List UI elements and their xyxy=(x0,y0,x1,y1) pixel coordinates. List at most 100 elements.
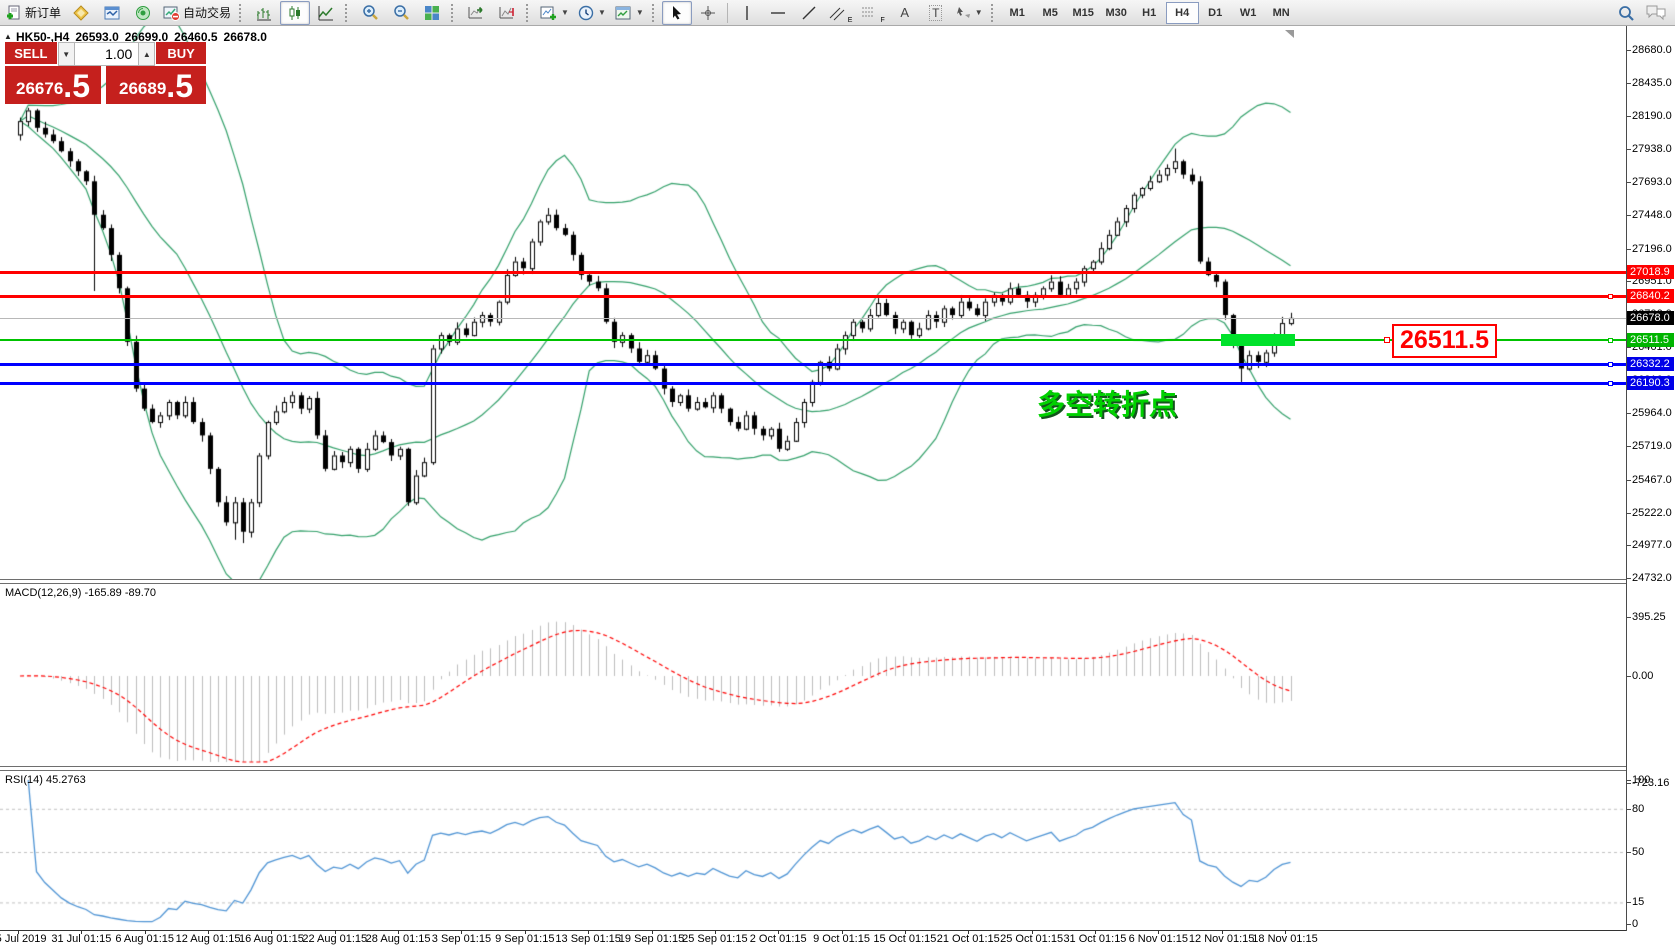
templates-icon xyxy=(615,6,631,19)
date-tickmark xyxy=(524,930,526,934)
horizontal-level-line-26511.5[interactable] xyxy=(0,339,1626,342)
timeframe-m15-button[interactable]: M15 xyxy=(1072,6,1094,19)
buy-price-button[interactable]: 26689.5 xyxy=(106,66,206,104)
signals-icon xyxy=(136,5,151,20)
timeframe-mn-button[interactable]: MN xyxy=(1272,6,1290,19)
horizontal-level-line-26190.3[interactable] xyxy=(0,381,1626,385)
auto-scroll-button[interactable] xyxy=(461,1,491,25)
buy-button[interactable]: BUY xyxy=(155,42,206,66)
main-chart-canvas[interactable] xyxy=(0,26,1626,579)
trade-price-row: 26676.5 26689.5 xyxy=(5,66,206,104)
zoom-in-button[interactable] xyxy=(355,1,385,25)
new-order-icon xyxy=(7,5,20,19)
volume-decrease-button[interactable]: ▼ xyxy=(57,42,75,66)
price-tickmark xyxy=(1626,115,1631,117)
candlestick-chart-button[interactable] xyxy=(280,0,311,25)
fibonacci-tool-button[interactable]: F xyxy=(857,1,888,25)
turning-point-text[interactable]: 多空转折点 xyxy=(1037,389,1178,420)
autotrading-label: 自动交易 xyxy=(183,6,232,20)
indicators-caret: ▼ xyxy=(561,8,569,17)
chart-shift-button[interactable] xyxy=(492,1,522,25)
timeframe-h4-button[interactable]: H4 xyxy=(1165,1,1199,24)
date-tickmark xyxy=(778,930,780,934)
crosshair-tool-button[interactable] xyxy=(693,1,723,25)
templates-caret: ▼ xyxy=(635,8,644,17)
search-icon[interactable] xyxy=(1617,4,1635,22)
date-label: 28 Aug 01:15 xyxy=(365,933,431,945)
date-label: 13 Sep 01:15 xyxy=(555,933,621,945)
horizontal-line-tool-button[interactable] xyxy=(763,1,793,25)
date-label: 3 Sep 01:15 xyxy=(431,933,492,945)
date-label: 31 Oct 01:15 xyxy=(1063,933,1127,945)
bar-chart-button[interactable] xyxy=(249,1,279,25)
horizontal-level-line-26678.0[interactable] xyxy=(0,317,1626,319)
label-tool-icon: T xyxy=(929,4,943,21)
timeframe-d1-button[interactable]: D1 xyxy=(1208,6,1223,19)
price-tick-label: 27196.0 xyxy=(1632,242,1672,255)
zoom-out-icon xyxy=(393,5,409,20)
indicators-button[interactable]: ▼ xyxy=(536,1,573,25)
vertical-line-icon xyxy=(746,5,748,20)
level-endpoint-marker[interactable] xyxy=(1608,380,1613,386)
level-endpoint-marker[interactable] xyxy=(1608,361,1613,367)
level-annotation-box[interactable]: 26511.5 xyxy=(1392,324,1497,358)
line-chart-icon xyxy=(318,5,334,20)
horizontal-level-line-26840.2[interactable] xyxy=(0,294,1626,298)
zoom-out-button[interactable] xyxy=(386,1,416,25)
vertical-line-tool-button[interactable] xyxy=(732,1,762,25)
arrows-tool-button[interactable]: ▼ xyxy=(952,1,987,25)
level-endpoint-marker[interactable] xyxy=(1608,337,1613,343)
candlestick-chart-icon xyxy=(289,5,301,20)
horizontal-level-line-26332.2[interactable] xyxy=(0,362,1626,366)
date-label: 15 Oct 01:15 xyxy=(873,933,937,945)
date-tickmark xyxy=(651,930,653,934)
trade-panel-collapse-toggle[interactable]: ▲ xyxy=(4,32,12,41)
cursor-tool-button[interactable] xyxy=(661,0,692,25)
text-tool-button[interactable]: A xyxy=(890,1,920,25)
signals-button[interactable] xyxy=(128,1,158,25)
arrows-caret: ▼ xyxy=(974,8,983,17)
rsi-tickmark xyxy=(1626,852,1631,853)
trade-top-row: SELL ▼ 1.00 ▲ BUY xyxy=(5,42,206,66)
level-endpoint-marker[interactable] xyxy=(1608,293,1613,299)
arrows-icon xyxy=(956,7,970,18)
volume-input[interactable]: 1.00 xyxy=(74,42,139,66)
sell-price-button[interactable]: 26676.5 xyxy=(5,66,101,104)
channel-tool-button[interactable]: E xyxy=(825,1,857,25)
panel-separator-macd[interactable] xyxy=(0,579,1626,584)
data-window-icon xyxy=(104,6,120,19)
level-annotation-anchor[interactable] xyxy=(1384,337,1390,343)
price-tickmark xyxy=(1626,149,1631,151)
sell-button[interactable]: SELL xyxy=(5,42,58,66)
chart-shift-marker[interactable] xyxy=(1285,30,1294,38)
ohlc-header: HK50-,H4 26593.0 26699.0 26460.5 26678.0 xyxy=(16,30,273,44)
panel-separator-rsi[interactable] xyxy=(0,766,1626,771)
horizontal-level-line-27018.9[interactable] xyxy=(0,270,1626,274)
label-tool-button[interactable]: T xyxy=(921,1,951,25)
new-order-label: 新订单 xyxy=(25,6,62,20)
date-tickmark xyxy=(18,930,19,934)
chat-icon[interactable] xyxy=(1645,4,1667,21)
new-order-button[interactable]: 新订单 xyxy=(2,1,65,25)
data-window-button[interactable] xyxy=(97,1,127,25)
templates-button[interactable]: ▼ xyxy=(611,1,648,25)
line-chart-button[interactable] xyxy=(311,1,341,25)
market-button[interactable] xyxy=(66,1,96,25)
date-tickmark xyxy=(1221,930,1223,934)
tile-windows-icon xyxy=(425,5,440,20)
periods-button[interactable]: ▼ xyxy=(574,1,610,25)
market-icon xyxy=(73,4,89,21)
trendline-tool-button[interactable] xyxy=(794,1,824,25)
zoom-in-icon xyxy=(362,5,378,20)
autotrading-button[interactable]: 自动交易 xyxy=(159,1,235,25)
timeframe-h1-button[interactable]: H1 xyxy=(1142,6,1157,19)
timeframe-m5-button[interactable]: M5 xyxy=(1042,6,1058,19)
tile-windows-button[interactable] xyxy=(417,1,447,25)
timeframe-m1-button[interactable]: M1 xyxy=(1009,6,1025,19)
volume-increase-button[interactable]: ▲ xyxy=(138,42,156,66)
timeframe-m30-button[interactable]: M30 xyxy=(1105,6,1127,19)
equidistant-channel-icon xyxy=(829,7,845,20)
timeframe-w1-button[interactable]: W1 xyxy=(1239,6,1257,19)
rsi-tick-label: 15 xyxy=(1632,896,1645,909)
price-tag-26511.5: 26511.5 xyxy=(1627,333,1674,348)
